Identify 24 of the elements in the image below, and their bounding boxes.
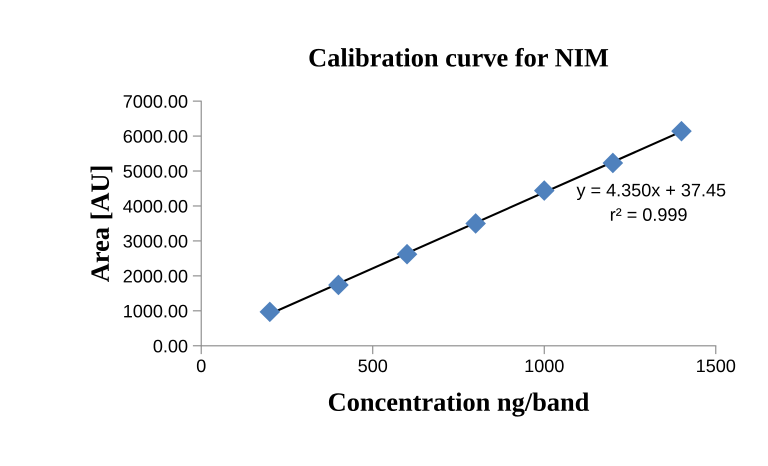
- y-tick-label: 2000.00: [124, 270, 188, 283]
- x-axis-title: Concentration ng/band: [328, 392, 590, 417]
- point: [534, 180, 555, 201]
- y-tick-label: 4000.00: [123, 200, 188, 213]
- y-tick-label: 6000.00: [124, 130, 188, 143]
- y-tick-label: 5000.00: [123, 164, 188, 178]
- y-tick-label: 0.00: [154, 340, 188, 352]
- point: [260, 302, 280, 322]
- point: [465, 213, 486, 234]
- annotation: r² = 0.999: [610, 208, 687, 221]
- y-axis-title: Area [AU]: [90, 166, 112, 282]
- point: [671, 120, 692, 142]
- x-tick-label: 1500: [697, 359, 736, 372]
- point: [602, 152, 624, 174]
- point: [396, 244, 418, 265]
- x-tick-label: 500: [358, 359, 388, 372]
- y-tick-label: 7000.00: [124, 95, 188, 108]
- point: [328, 274, 349, 296]
- x-tick-label: 0: [196, 359, 206, 372]
- y-tick-label: 1000.00: [124, 304, 188, 318]
- x-tick-label: 1000: [526, 359, 564, 372]
- annotation: y = 4.350x + 37.45: [576, 184, 726, 200]
- chart-title: Calibration curve for NIM: [309, 48, 608, 67]
- y-tick-label: 3000.00: [123, 234, 188, 248]
